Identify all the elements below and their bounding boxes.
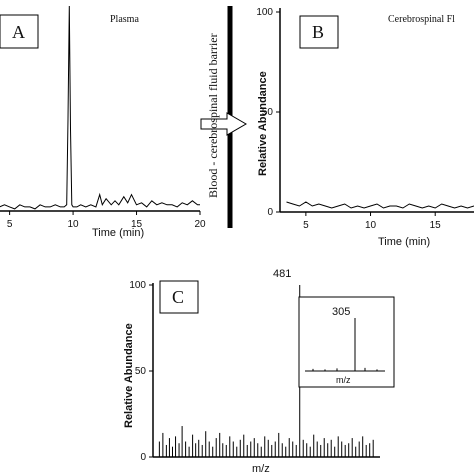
panel-a-x-axis-label: Time (min) [92, 227, 144, 239]
panel-b-y-tick-label: 50 [262, 107, 274, 118]
panel-c-y-tick-label: 0 [140, 452, 146, 463]
panel-a-x-ticks: 5 10 15 20 [7, 211, 206, 230]
panel-b-y-ticks: 0 50 100 [256, 7, 280, 218]
panel-b-y-tick-label: 0 [267, 207, 273, 218]
panel-a-label-box [0, 14, 39, 49]
panel-c-y-tick-label: 100 [129, 280, 146, 291]
panel-b-title: Cerebrospinal Fl [388, 14, 455, 25]
panel-b: B Cerebrospinal Fl Relative Abundance 0 5… [256, 7, 474, 248]
panel-c-x-axis-label: m/z [252, 463, 270, 474]
panel-c: C Relative Abundance 0 50 100 481 m/z 305 … [123, 268, 395, 474]
panel-b-y-tick-label: 100 [256, 7, 273, 18]
inset-frame [298, 296, 395, 388]
panel-a-x-tick-label: 15 [131, 219, 143, 230]
inset-peak-annotation: 305 [332, 306, 350, 318]
panel-b-series-line [286, 201, 474, 209]
panel-a-x-tick-label: 20 [194, 219, 206, 230]
panel-b-x-axis-label: Time (min) [378, 236, 430, 248]
panel-b-x-tick-label: 10 [365, 220, 377, 231]
panel-c-y-tick-label: 50 [135, 366, 147, 377]
panel-c-peak-annotation: 481 [273, 268, 291, 280]
panel-a-label: A [12, 22, 25, 42]
panel-c-y-ticks: 0 50 100 [129, 280, 153, 463]
panel-c-peaks [158, 285, 374, 457]
panel-a-series-line [0, 5, 200, 210]
panel-c-inset: 305 m/z [298, 296, 395, 388]
barrier: Blood - cerebrospinal fluid barrier [200, 6, 247, 228]
panel-b-x-ticks: 5 10 15 [303, 212, 441, 231]
panel-b-label: B [312, 22, 324, 42]
panel-b-y-axis-label: Relative Abundance [257, 71, 269, 176]
barrier-label: Blood - cerebrospinal fluid barrier [206, 33, 220, 198]
panel-b-label-box [299, 15, 339, 49]
panel-b-x-tick-label: 15 [430, 220, 442, 231]
inset-peaks [312, 318, 378, 371]
panel-c-y-axis-label: Relative Abundance [123, 323, 135, 428]
panel-c-label-box [159, 280, 199, 314]
panel-b-x-tick-label: 5 [303, 220, 309, 231]
panel-a-x-tick-label: 10 [68, 219, 80, 230]
panel-c-label: C [172, 287, 184, 307]
inset-x-axis-label: m/z [336, 375, 351, 385]
panel-a-title: Plasma [110, 14, 139, 25]
barrier-arrow-icon [200, 112, 247, 136]
panel-a: A Plasma 5 10 15 20 Time (min) [0, 5, 206, 239]
panel-a-x-tick-label: 5 [7, 219, 13, 230]
